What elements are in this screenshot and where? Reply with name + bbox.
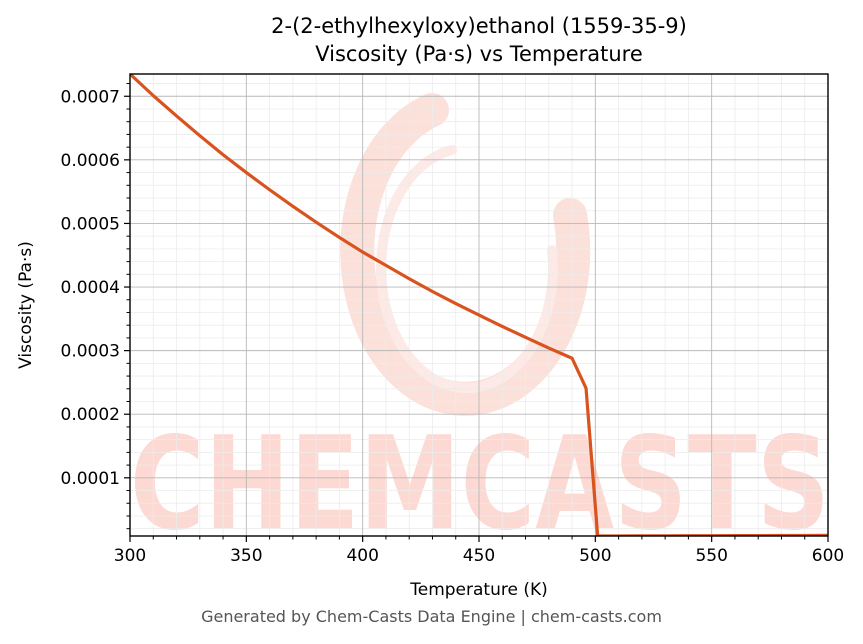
x-tick-label: 500 (579, 546, 611, 566)
watermark-swirl-inner (376, 145, 558, 394)
chart-subtitle: Viscosity (Pa·s) vs Temperature (315, 42, 643, 66)
y-tick-label: 0.0003 (61, 342, 120, 362)
footer-credit: Generated by Chem-Casts Data Engine | ch… (201, 607, 662, 626)
x-axis-label: Temperature (K) (409, 580, 548, 600)
x-tick-label: 550 (695, 546, 727, 566)
chemcasts-watermark: CHEMCASTS (130, 93, 828, 536)
watermark-swirl-mark (340, 93, 591, 416)
y-tick-label: 0.0005 (61, 214, 120, 234)
y-tick-labels: 0.0001 0.0002 0.0003 0.0004 0.0005 0.0006 0.00… (61, 87, 120, 489)
x-tick-label: 600 (812, 546, 844, 566)
x-tick-labels: 300 350 400 450 500 550 600 (114, 546, 844, 566)
y-tick-label: 0.0006 (61, 151, 120, 171)
y-tick-label: 0.0001 (61, 469, 120, 489)
y-tick-label: 0.0002 (61, 405, 120, 425)
axis-ticks (124, 83, 829, 542)
x-tick-label: 350 (230, 546, 262, 566)
y-tick-label: 0.0007 (61, 87, 120, 107)
chart-title: 2-(2-ethylhexyloxy)ethanol (1559-35-9) (271, 14, 687, 38)
x-tick-label: 300 (114, 546, 146, 566)
y-tick-label: 0.0004 (61, 278, 120, 298)
x-tick-label: 400 (346, 546, 378, 566)
x-tick-label: 450 (463, 546, 495, 566)
y-axis-label: Viscosity (Pa·s) (16, 241, 36, 369)
